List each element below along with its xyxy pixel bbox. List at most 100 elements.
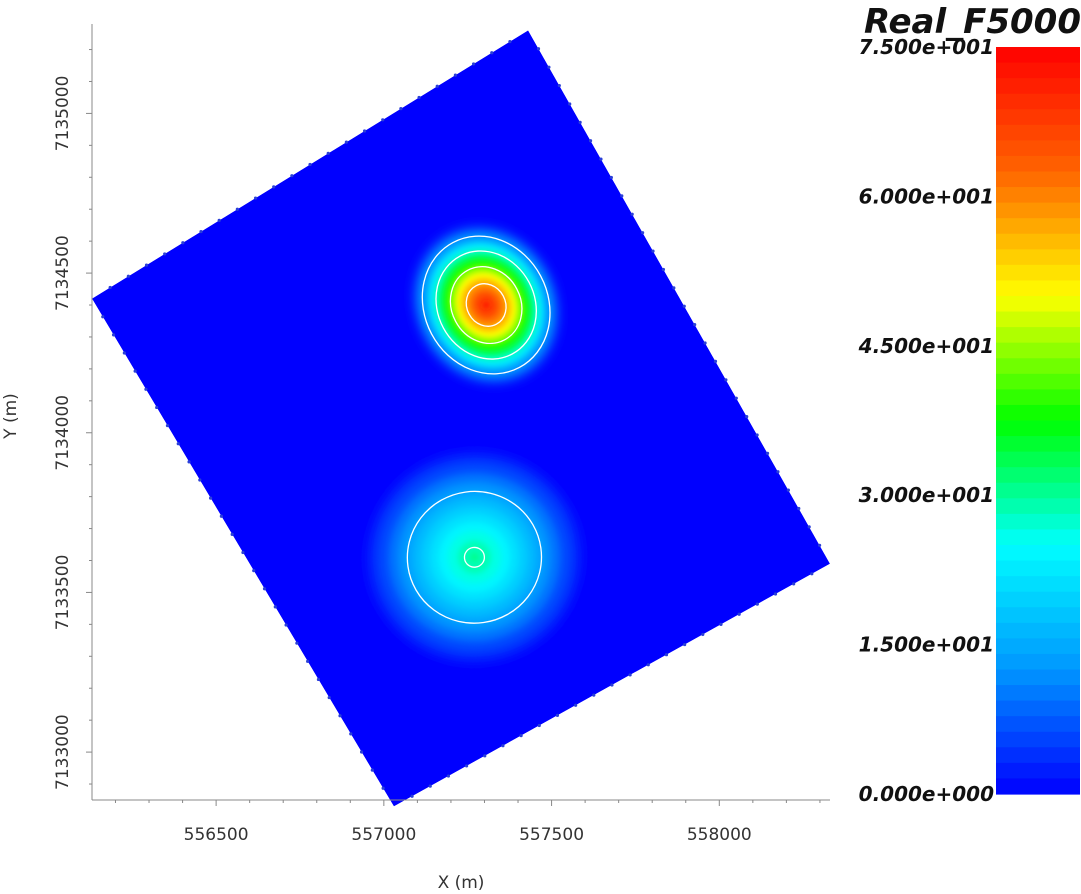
edge-tick (122, 351, 126, 355)
colorbar-band (996, 560, 1080, 577)
anomaly-1 (409, 221, 564, 389)
edge-tick (776, 470, 780, 474)
contour-line (421, 235, 551, 375)
edge-tick (765, 451, 770, 455)
colorbar-band (996, 342, 1080, 359)
colorbar-band (996, 171, 1080, 188)
x-tick-label: 557500 (519, 825, 584, 845)
colorbar-band (996, 545, 1080, 562)
edge-tick (199, 229, 203, 234)
anomaly-2 (359, 444, 590, 670)
edge-tick (537, 723, 541, 728)
edge-tick (724, 378, 728, 382)
edge-tick (701, 632, 705, 637)
edge-tick (578, 120, 582, 124)
edge-tick (344, 140, 348, 144)
edge-tick (519, 733, 523, 738)
edge-tick (703, 341, 707, 345)
edge-tick (471, 62, 476, 66)
edge-tick (428, 784, 432, 788)
colorbar-band (996, 436, 1080, 453)
colorbar-band (996, 404, 1080, 422)
edge-tick (592, 693, 596, 697)
edge-tick (155, 405, 159, 410)
domain-edge-ticks (101, 39, 822, 798)
colorbar-band (996, 576, 1080, 593)
edge-tick (176, 442, 180, 446)
edge-tick (326, 151, 330, 155)
edge-tick (610, 683, 614, 687)
y-tick-label: 7133500 (53, 555, 73, 631)
x-minor-ticks (114, 800, 821, 806)
edge-tick (737, 612, 741, 616)
edge-tick (272, 185, 276, 189)
colorbar-band (996, 685, 1080, 702)
contour-line (435, 250, 537, 360)
edge-tick (755, 602, 759, 606)
edge-tick (536, 47, 541, 51)
edge-tick (628, 673, 632, 677)
edge-tick (327, 695, 331, 700)
colorbar-band (996, 638, 1080, 655)
edge-tick (810, 572, 814, 576)
colorbar-band (996, 529, 1080, 546)
edge-tick (651, 249, 655, 253)
colorbar-band (996, 716, 1080, 733)
colorbar-band (996, 78, 1080, 95)
edge-tick (181, 241, 185, 245)
edge-tick (719, 622, 723, 626)
x-tick-label: 558000 (687, 825, 752, 845)
contour-line (465, 283, 507, 327)
edge-tick (111, 333, 116, 337)
edge-tick (557, 83, 561, 88)
colorbar-band (996, 669, 1080, 686)
colorbar-tick-label: 3.000e+001 (859, 483, 994, 507)
colorbar-band (996, 482, 1080, 499)
colorbar-band (996, 747, 1080, 764)
colorbar-tick-label: 7.500e+001 (859, 35, 994, 59)
colorbar-band (996, 420, 1080, 437)
edge-tick (547, 65, 551, 69)
field-background (92, 30, 830, 807)
edge-tick (290, 174, 294, 178)
edge-tick (133, 369, 137, 373)
edge-tick (410, 794, 414, 798)
edge-tick (144, 387, 148, 391)
y-minor-ticks (86, 49, 92, 785)
colorbar-band (996, 202, 1080, 219)
colorbar-band (996, 327, 1080, 344)
colorbar: Real_F5000 7.500e+001 6.000e+001 4.500e+00… (858, 2, 1081, 806)
colorbar-band (996, 622, 1080, 639)
edge-tick (682, 304, 686, 308)
colorbar-band (996, 109, 1080, 126)
colorbar-bands (996, 47, 1080, 795)
edge-tick (198, 478, 202, 482)
edge-tick (483, 754, 487, 758)
edge-tick (599, 157, 603, 161)
colorbar-band (996, 249, 1080, 266)
colorbar-tick-label: 4.500e+001 (858, 334, 994, 358)
anomaly-level (470, 553, 479, 562)
anomaly-level (482, 301, 491, 310)
edge-tick (417, 95, 421, 100)
heatmap-field (92, 30, 830, 807)
edge-tick (273, 605, 277, 609)
colorbar-band (996, 467, 1080, 484)
y-tick-label: 7133000 (53, 714, 73, 790)
x-tick-labels: 556500 557000 557500 558000 (184, 825, 752, 845)
edge-tick (755, 433, 759, 437)
colorbar-band (996, 778, 1080, 795)
edge-tick (370, 768, 374, 772)
colorbar-band (996, 140, 1080, 157)
edge-tick (734, 396, 738, 400)
y-tick-label: 7135000 (53, 76, 73, 152)
edge-tick (126, 274, 130, 278)
edge-tick (683, 642, 687, 647)
colorbar-band (996, 47, 1080, 64)
edge-tick (165, 423, 170, 428)
edge-tick (773, 592, 778, 596)
edge-tick (308, 162, 312, 167)
edge-tick (144, 263, 149, 267)
edge-tick (745, 414, 749, 419)
